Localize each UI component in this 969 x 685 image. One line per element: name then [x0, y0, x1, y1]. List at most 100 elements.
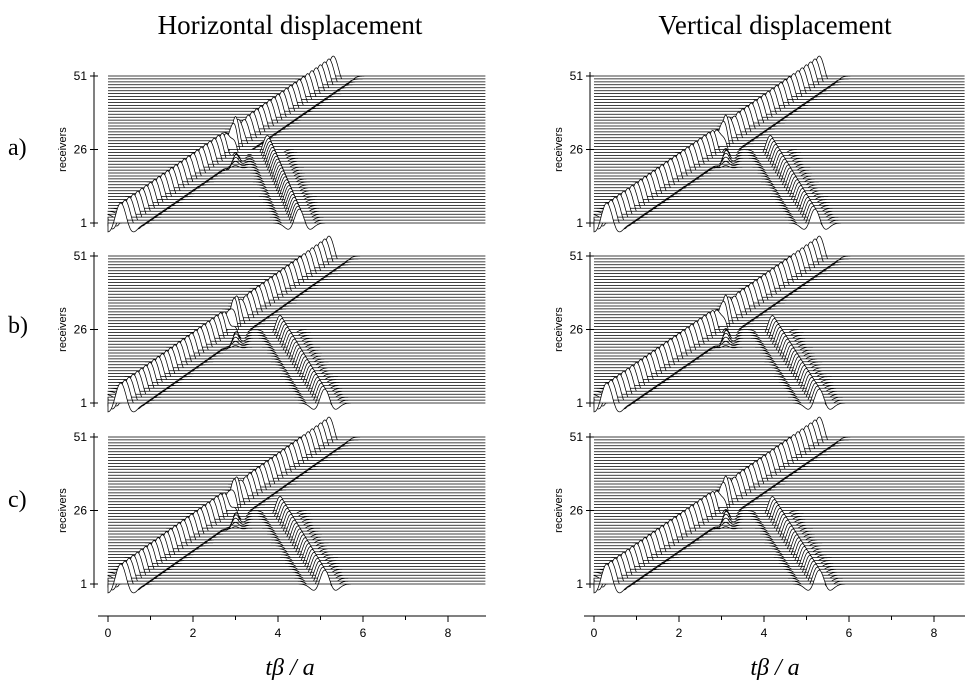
trace-receiver-31 [108, 295, 486, 325]
trace-receiver-35 [594, 102, 965, 133]
y-tick-label: 1 [80, 577, 87, 591]
trace-receiver-37 [108, 457, 486, 488]
y-tick-label: 51 [570, 69, 584, 83]
trace-receiver-34 [108, 285, 486, 316]
trace-receiver-7 [108, 365, 486, 395]
trace-receiver-6 [594, 548, 965, 579]
trace-receiver-33 [594, 469, 965, 500]
trace-receiver-6 [108, 368, 486, 398]
trace-receiver-31 [108, 476, 486, 506]
x-tick-label: 0 [105, 626, 112, 640]
trace-receiver-28 [108, 297, 486, 336]
trace-receiver-49 [594, 241, 965, 272]
row-label-a: a) [8, 135, 27, 161]
trace-receiver-50 [594, 58, 965, 89]
trace-receiver-36 [594, 99, 965, 130]
trace-receiver-31 [594, 115, 965, 145]
trace-receiver-6 [108, 549, 486, 579]
x-tick-label: 6 [360, 626, 367, 640]
trace-receiver-30 [594, 116, 965, 149]
panel-1-0: 1 26 51 receivers [553, 55, 965, 233]
trace-receiver-36 [594, 460, 965, 491]
trace-receiver-33 [594, 108, 965, 139]
trace-receiver-2 [593, 560, 965, 591]
x-axis-0: 0 2 4 6 8 [98, 615, 486, 640]
trace-receiver-7 [594, 184, 965, 215]
trace-receiver-29 [594, 114, 965, 151]
trace-receiver-2 [107, 560, 486, 591]
trace-receiver-35 [108, 463, 486, 494]
trace-receiver-20 [108, 146, 486, 177]
x-tick-label: 8 [445, 626, 452, 640]
y-tick-label: 51 [74, 430, 88, 444]
x-tick-label: 8 [931, 626, 938, 640]
y-axis-label: receivers [553, 488, 565, 533]
trace-receiver-2 [593, 379, 965, 410]
trace-receiver-1 [593, 563, 965, 594]
trace-receiver-12 [594, 531, 965, 561]
trace-receiver-5 [107, 370, 486, 401]
trace-receiver-11 [594, 353, 965, 383]
trace-receiver-33 [108, 469, 486, 500]
trace-receiver-37 [108, 276, 486, 307]
x-tick-label: 6 [846, 626, 853, 640]
trace-receiver-29 [108, 118, 486, 153]
trace-receiver-1 [107, 563, 486, 594]
trace-receiver-50 [594, 238, 965, 269]
trace-receiver-28 [108, 478, 486, 517]
trace-receiver-5 [107, 551, 486, 582]
trace-receiver-40 [594, 448, 965, 479]
trace-receiver-42 [108, 443, 486, 473]
trace-receiver-1 [593, 202, 965, 233]
trace-receiver-29 [594, 475, 965, 512]
trace-receiver-41 [108, 84, 486, 115]
trace-receiver-49 [594, 422, 965, 453]
trace-receiver-34 [108, 466, 486, 497]
panel-1-1: 1 26 51 receivers [553, 235, 965, 413]
trace-receiver-11 [594, 173, 965, 203]
trace-receiver-7 [594, 364, 965, 395]
y-tick-label: 26 [570, 504, 584, 518]
trace-receiver-26 [108, 492, 486, 521]
trace-receiver-21 [594, 504, 965, 535]
y-tick-label: 1 [576, 216, 583, 230]
trace-receiver-37 [108, 96, 486, 127]
trace-receiver-51 [594, 235, 965, 266]
trace-receiver-13 [108, 347, 486, 377]
panel-0-1: 1 26 51 receivers [57, 235, 486, 413]
trace-receiver-28 [594, 300, 965, 336]
trace-receiver-35 [108, 282, 486, 313]
trace-receiver-5 [593, 551, 965, 582]
y-axis-label: receivers [57, 127, 69, 172]
trace-receiver-35 [108, 102, 486, 133]
trace-receiver-35 [594, 282, 965, 313]
x-axis-label-right: tβ / a [750, 655, 799, 681]
trace-receiver-36 [108, 460, 486, 491]
trace-receiver-50 [108, 238, 486, 269]
trace-receiver-50 [108, 58, 486, 89]
trace-receiver-51 [594, 416, 965, 447]
trace-receiver-1 [107, 382, 486, 413]
x-axis-label-left: tβ / a [265, 655, 314, 681]
trace-receiver-41 [594, 445, 965, 476]
trace-receiver-32 [594, 111, 965, 142]
y-tick-label: 1 [80, 216, 87, 230]
trace-receiver-7 [108, 546, 486, 576]
y-axis-label: receivers [553, 307, 565, 352]
trace-receiver-20 [594, 326, 965, 357]
x-tick-label: 4 [761, 626, 768, 640]
trace-receiver-29 [108, 476, 486, 513]
y-tick-label: 26 [570, 143, 584, 157]
y-tick-label: 1 [576, 396, 583, 410]
y-tick-label: 51 [74, 249, 88, 263]
panels-group: 12651receivers12651receivers12651receive… [57, 55, 965, 640]
trace-receiver-1 [107, 202, 486, 233]
y-axis-label: receivers [57, 488, 69, 533]
y-axis-label: receivers [553, 127, 565, 172]
trace-receiver-31 [594, 295, 965, 325]
x-tick-label: 0 [591, 626, 598, 640]
trace-receiver-49 [594, 61, 965, 92]
trace-receiver-50 [108, 419, 486, 450]
y-tick-label: 51 [570, 249, 584, 263]
